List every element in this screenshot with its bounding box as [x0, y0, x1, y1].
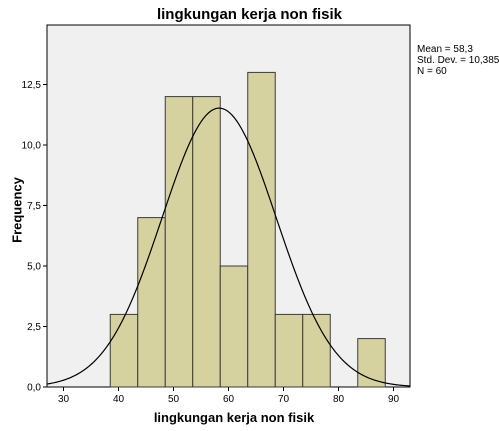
x-tick-label: 30: [58, 394, 70, 405]
histogram-bar: [164, 96, 194, 388]
y-tick-label: 7,5: [27, 201, 41, 212]
histogram-bar: [192, 96, 221, 388]
histogram-bar: [137, 217, 166, 388]
x-tick-label: 70: [278, 394, 290, 405]
histogram-bar: [219, 265, 249, 388]
x-tick-label: 40: [113, 394, 125, 405]
x-axis-label: lingkungan kerja non fisik: [153, 410, 315, 425]
y-tick-label: 2,5: [27, 322, 41, 333]
mean-stat: Mean = 58,3: [417, 44, 473, 55]
x-tick-label: 90: [388, 394, 400, 405]
n-stat: N = 60: [417, 66, 447, 77]
std-dev-stat: Std. Dev. = 10,385: [417, 55, 499, 66]
normal-curve-line: [46, 107, 411, 387]
histogram-bar: [247, 71, 276, 388]
y-tick-label: 0,0: [27, 383, 41, 394]
axes: 0,0 2,5 5,0 7,5 10,0 12,5 30 40 50 60 70 80 90: [22, 80, 400, 405]
histogram-bar: [274, 313, 304, 388]
chart-title: lingkungan kerja non fisik: [156, 6, 343, 23]
histogram-bar: [302, 313, 331, 388]
y-tick-label: 12,5: [22, 80, 42, 91]
y-tick-label: 5,0: [27, 262, 41, 273]
y-axis-label: Frequency: [9, 177, 25, 243]
histogram-bars: [109, 71, 386, 388]
x-tick-label: 60: [223, 394, 235, 405]
statistics-box: Mean = 58,3 Std. Dev. = 10,385 N = 60: [417, 44, 499, 77]
y-tick-label: 10,0: [22, 141, 42, 152]
x-tick-label: 80: [333, 394, 345, 405]
x-tick-label: 50: [168, 394, 180, 405]
histogram-bar: [357, 338, 386, 388]
histogram-bar: [109, 313, 139, 388]
